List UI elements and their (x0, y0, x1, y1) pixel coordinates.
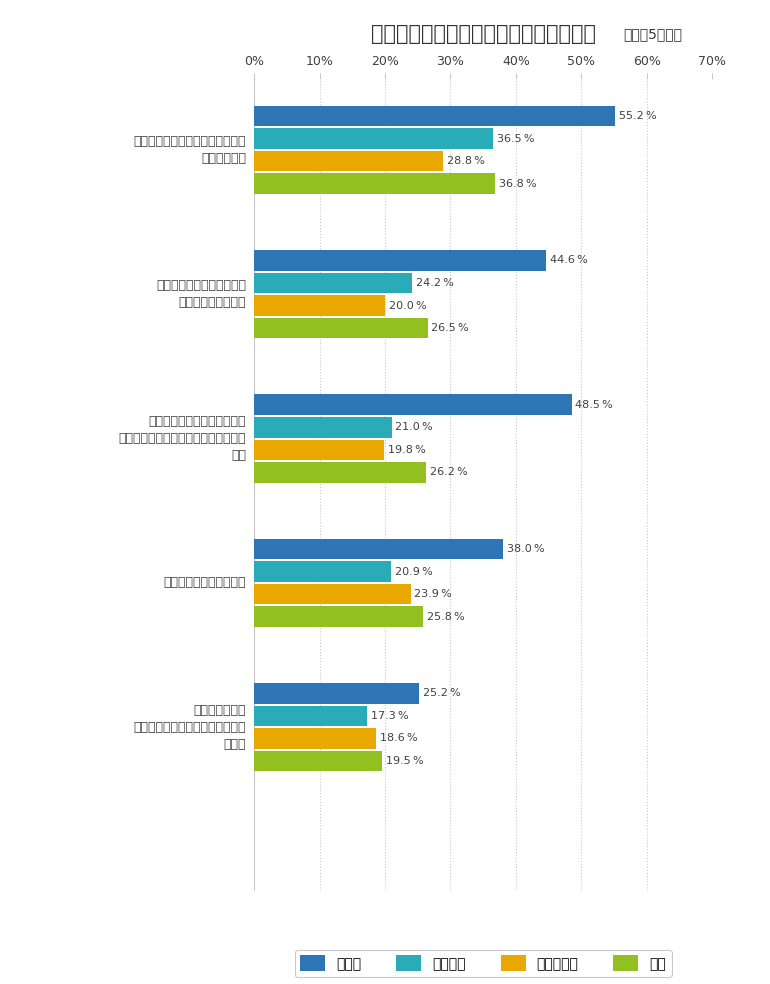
Bar (254, 295, 385, 316)
Text: 23.9 %: 23.9 % (414, 589, 452, 599)
Bar (254, 128, 493, 149)
Bar (254, 273, 413, 293)
Bar (254, 584, 410, 604)
Bar (254, 395, 571, 415)
Text: 26.2 %: 26.2 % (430, 467, 467, 477)
Text: 55.2 %: 55.2 % (619, 111, 657, 121)
Bar (254, 151, 443, 171)
Text: 36.5 %: 36.5 % (497, 134, 534, 144)
Bar (254, 106, 615, 126)
Text: 21.0 %: 21.0 % (396, 422, 433, 432)
Text: 20.0 %: 20.0 % (389, 300, 427, 311)
Bar (254, 538, 503, 559)
Text: 19.5 %: 19.5 % (386, 756, 424, 766)
Text: 安否確認や相互連絡のための
電子システム（含む災害用アプリ等）
導入: 安否確認や相互連絡のための 電子システム（含む災害用アプリ等） 導入 (119, 415, 246, 462)
Text: 25.2 %: 25.2 % (423, 689, 460, 699)
Bar (254, 440, 383, 461)
Bar (254, 728, 376, 749)
Text: 48.5 %: 48.5 % (575, 400, 613, 409)
Bar (254, 173, 495, 194)
Bar (254, 250, 546, 271)
Text: 44.6 %: 44.6 % (550, 256, 588, 266)
Bar (254, 606, 423, 627)
Text: 避難訓練の開始・見直し: 避難訓練の開始・見直し (164, 577, 246, 589)
Text: 26.5 %: 26.5 % (431, 323, 469, 333)
Text: 被害を受けた際に有効であった取り組み: 被害を受けた際に有効であった取り組み (370, 25, 596, 44)
Text: 38.0 %: 38.0 % (507, 544, 544, 554)
Text: 24.2 %: 24.2 % (417, 277, 454, 288)
Text: 25.8 %: 25.8 % (427, 612, 464, 622)
Text: 36.8 %: 36.8 % (499, 179, 537, 189)
Bar (254, 417, 392, 438)
Bar (254, 462, 426, 483)
Bar (254, 751, 382, 771)
Legend: 大企業, 中堅企業, その他企業, 全体: 大企業, 中堅企業, その他企業, 全体 (295, 950, 671, 977)
Text: 28.8 %: 28.8 % (447, 156, 484, 166)
Text: 17.3 %: 17.3 % (371, 710, 409, 721)
Bar (254, 318, 427, 338)
Text: 火災・地震保険
（地震拡張担保特約・利益保険）
の加入: 火災・地震保険 （地震拡張担保特約・利益保険） の加入 (134, 704, 246, 751)
Text: 18.6 %: 18.6 % (380, 733, 417, 744)
Text: （上位5項目）: （上位5項目） (623, 28, 682, 41)
Bar (254, 683, 419, 704)
Text: 20.9 %: 20.9 % (395, 567, 433, 577)
Bar (254, 561, 391, 582)
Text: 備蓄品（水、食料、災害用品）の
購入・買増し: 備蓄品（水、食料、災害用品）の 購入・買増し (134, 135, 246, 165)
Text: 19.8 %: 19.8 % (387, 445, 425, 455)
Bar (254, 706, 367, 726)
Text: 災害対応担当責任者の決定
災害対応チーム創設: 災害対応担当責任者の決定 災害対応チーム創設 (156, 279, 246, 309)
